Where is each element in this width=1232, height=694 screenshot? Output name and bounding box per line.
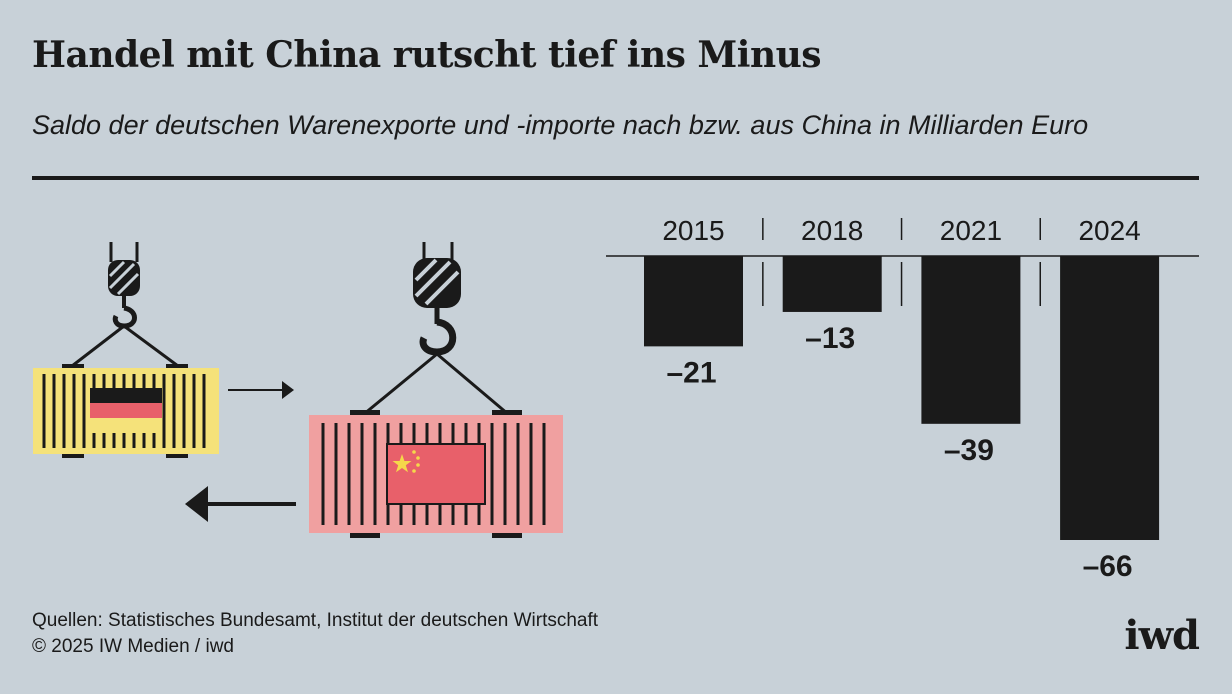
bar-2018 (782, 256, 882, 312)
arrow-left-icon (185, 486, 296, 522)
german-flag-icon (90, 388, 162, 433)
chinese-flag-icon (386, 443, 486, 505)
bar-2021 (921, 256, 1021, 424)
chart-subtitle: Saldo der deutschen Warenexporte und -im… (32, 110, 1089, 140)
source-line-2: © 2025 IW Medien / iwd (32, 636, 234, 657)
category-label-2024: 2024 (1078, 215, 1140, 246)
value-label-2018: –13 (805, 322, 855, 355)
title-divider (32, 176, 1199, 180)
value-label-2015: –21 (666, 356, 716, 389)
arrow-right-icon (228, 381, 294, 399)
category-label-2018: 2018 (801, 215, 863, 246)
crane-hook-icon (363, 242, 509, 416)
container-china-icon (309, 410, 563, 538)
crane-hook-icon (71, 242, 179, 368)
chart-title: Handel mit China rutscht tief ins Minus (32, 34, 822, 76)
bar-2024 (1060, 256, 1160, 540)
trade-illustration (33, 242, 563, 538)
container-germany-icon (33, 364, 219, 458)
iwd-logo: iwd (1124, 612, 1200, 659)
category-label-2015: 2015 (662, 215, 724, 246)
value-label-2021: –39 (944, 434, 994, 467)
source-line-1: Quellen: Statistisches Bundesamt, Instit… (32, 610, 599, 631)
category-label-2021: 2021 (940, 215, 1002, 246)
bar-2015 (644, 256, 743, 347)
value-label-2024: –66 (1083, 550, 1133, 583)
source-note: Quellen: Statistisches Bundesamt, Instit… (32, 608, 598, 660)
